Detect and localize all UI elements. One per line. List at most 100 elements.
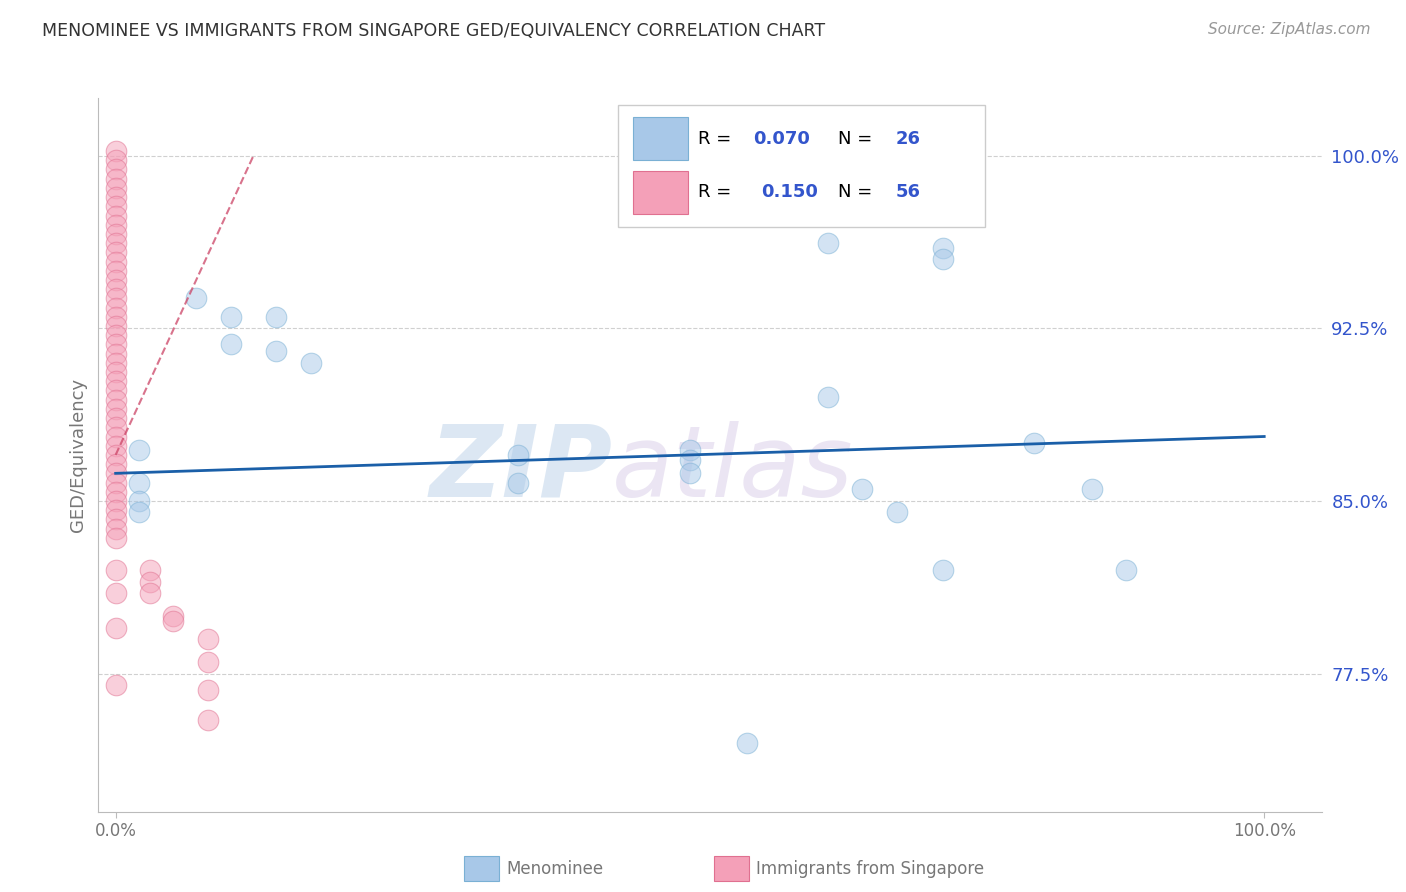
Point (104, 199, 127, 213)
FancyBboxPatch shape (633, 118, 688, 161)
Point (104, 218, 127, 232)
Text: ZIP: ZIP (429, 421, 612, 517)
Point (851, 483, 873, 497)
Point (104, 411, 127, 425)
Point (299, 356, 322, 370)
Point (104, 171, 127, 186)
Point (104, 512, 127, 526)
Point (104, 392, 127, 407)
Point (737, 736, 759, 750)
Point (1081, 483, 1104, 497)
Point (266, 310, 288, 324)
Point (104, 531, 127, 545)
Point (1024, 436, 1046, 450)
Point (886, 506, 908, 520)
Point (104, 245, 127, 260)
Text: R =: R = (697, 130, 737, 148)
Point (817, 236, 839, 251)
Point (219, 310, 242, 324)
Point (104, 181, 127, 195)
Point (104, 190, 127, 204)
Point (679, 467, 702, 481)
Point (104, 254, 127, 268)
Point (104, 401, 127, 416)
Text: Menominee: Menominee (506, 860, 603, 878)
Point (104, 144, 127, 158)
Point (197, 713, 219, 727)
Point (139, 563, 162, 577)
Y-axis label: GED/Equivalency: GED/Equivalency (69, 378, 87, 532)
Point (679, 443, 702, 458)
Point (104, 365, 127, 379)
Point (104, 346, 127, 360)
Point (104, 282, 127, 296)
Point (104, 503, 127, 517)
Text: R =: R = (697, 184, 742, 202)
Point (104, 467, 127, 481)
Point (506, 475, 529, 490)
Point (104, 236, 127, 251)
Point (104, 484, 127, 499)
Point (104, 356, 127, 370)
Point (128, 475, 150, 490)
Point (104, 162, 127, 177)
Point (104, 429, 127, 443)
Point (104, 563, 127, 577)
Text: N =: N = (838, 184, 879, 202)
Point (128, 506, 150, 520)
Text: atlas: atlas (612, 421, 853, 517)
Point (219, 337, 242, 351)
Point (104, 292, 127, 306)
Text: 26: 26 (896, 130, 921, 148)
Point (104, 273, 127, 287)
Point (104, 384, 127, 398)
Point (506, 448, 529, 462)
Point (104, 420, 127, 434)
Point (128, 494, 150, 508)
Point (104, 328, 127, 343)
Point (128, 443, 150, 458)
Point (104, 522, 127, 536)
Point (931, 563, 953, 577)
Point (679, 452, 702, 467)
Point (162, 614, 184, 628)
Point (104, 318, 127, 333)
Point (184, 292, 207, 306)
Text: 0.150: 0.150 (762, 184, 818, 202)
Point (104, 494, 127, 508)
Point (104, 678, 127, 692)
Point (197, 632, 219, 646)
Point (104, 448, 127, 462)
Point (104, 153, 127, 168)
Point (104, 586, 127, 600)
Point (817, 390, 839, 404)
Point (104, 264, 127, 278)
Point (104, 621, 127, 635)
Point (162, 609, 184, 624)
Point (104, 310, 127, 324)
Point (104, 337, 127, 351)
Text: N =: N = (838, 130, 879, 148)
Point (197, 682, 219, 697)
Point (139, 586, 162, 600)
Point (197, 655, 219, 669)
Point (104, 475, 127, 490)
Text: 56: 56 (896, 184, 921, 202)
Text: Immigrants from Singapore: Immigrants from Singapore (756, 860, 984, 878)
Point (104, 227, 127, 241)
Point (931, 252, 953, 267)
Point (266, 344, 288, 359)
FancyBboxPatch shape (619, 105, 986, 227)
Point (104, 457, 127, 471)
Point (139, 574, 162, 589)
Point (104, 374, 127, 388)
Point (104, 209, 127, 223)
Point (931, 241, 953, 255)
Text: 0.070: 0.070 (752, 130, 810, 148)
Point (104, 439, 127, 453)
Point (1115, 563, 1137, 577)
Text: MENOMINEE VS IMMIGRANTS FROM SINGAPORE GED/EQUIVALENCY CORRELATION CHART: MENOMINEE VS IMMIGRANTS FROM SINGAPORE G… (42, 22, 825, 40)
FancyBboxPatch shape (633, 171, 688, 214)
Point (104, 301, 127, 315)
Text: Source: ZipAtlas.com: Source: ZipAtlas.com (1208, 22, 1371, 37)
